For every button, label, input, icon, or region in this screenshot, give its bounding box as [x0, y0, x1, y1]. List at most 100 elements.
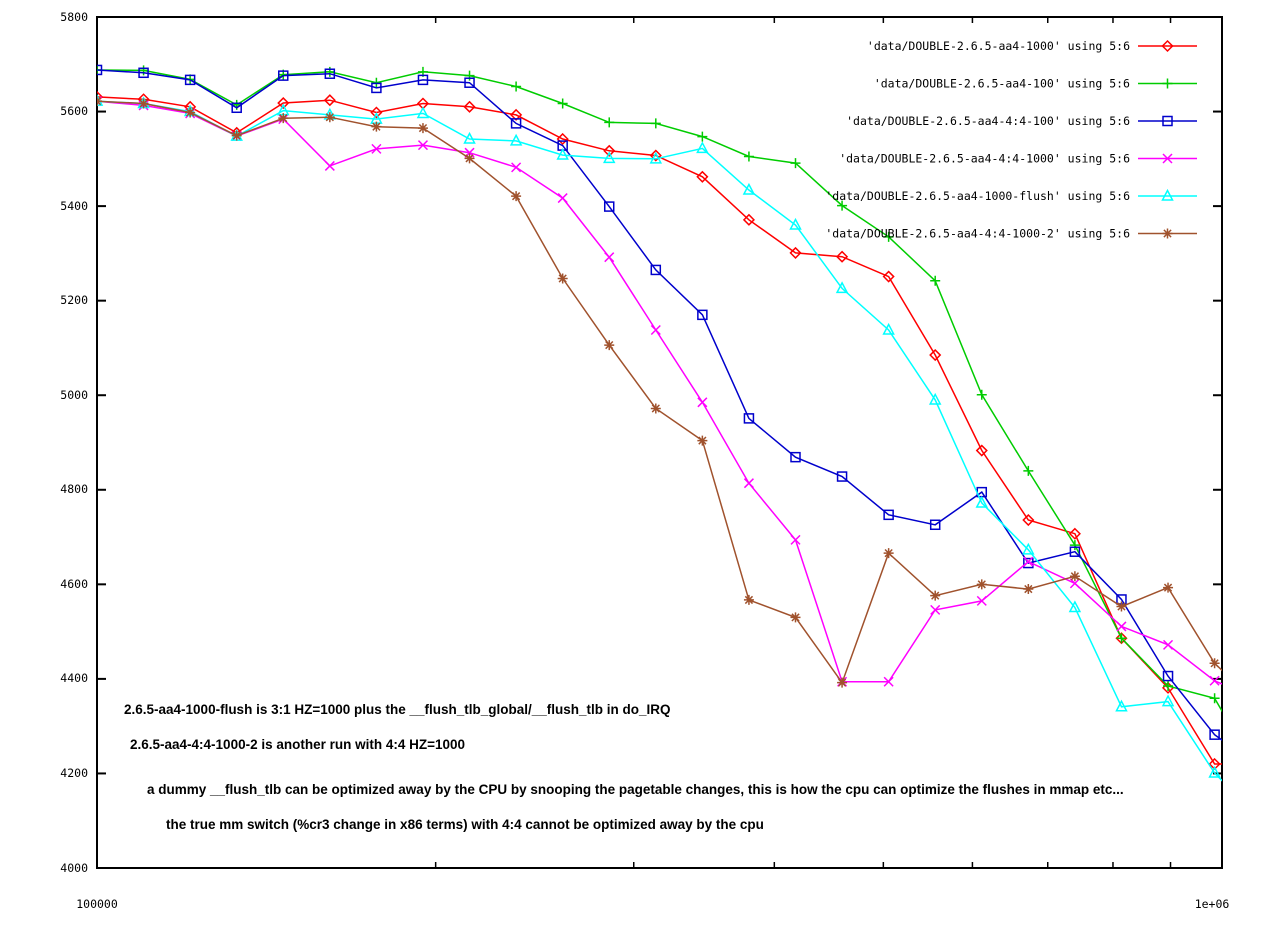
triangle-marker [1022, 542, 1035, 555]
x-marker [1257, 696, 1266, 705]
y-tick-label: 4000 [60, 860, 88, 875]
y-tick-label: 4600 [60, 576, 88, 591]
annotation-second-run: 2.6.5-aa4-4:4-1000-2 is another run with… [130, 737, 466, 752]
x-marker [1069, 578, 1080, 589]
star-marker [697, 435, 708, 446]
series-line [97, 69, 1222, 713]
x-marker [650, 324, 661, 336]
square-marker [790, 451, 801, 463]
star-marker [743, 594, 754, 605]
y-tick-label: 5200 [60, 293, 88, 308]
y-tick-label: 4200 [60, 765, 88, 780]
annotation-true-mm-switch: the true mm switch (%cr3 change in x86 t… [166, 817, 764, 832]
legend-label: 'data/DOUBLE-2.6.5-aa4-100' using 5:6 [874, 77, 1130, 91]
y-tick-label: 5600 [60, 104, 88, 119]
x-tick-label: 1e+06 [1194, 897, 1230, 911]
legend-label: 'data/DOUBLE-2.6.5-aa4-1000-flush' using… [825, 189, 1130, 203]
x-marker [743, 478, 754, 489]
plus-marker [604, 117, 615, 128]
series-line [97, 100, 1222, 685]
triangle-marker [1161, 694, 1175, 707]
square-marker [1162, 670, 1174, 682]
plus-marker [1069, 540, 1080, 551]
plus-marker [837, 200, 848, 211]
plus-marker [1116, 633, 1127, 644]
star-marker [511, 191, 522, 202]
diamond-marker [97, 90, 104, 103]
x-marker [930, 604, 941, 615]
star-marker [604, 340, 615, 351]
square-marker [278, 70, 289, 81]
x-marker [417, 140, 428, 151]
annotation-dummy-flush: a dummy __flush_tlb can be optimized awa… [147, 782, 1124, 797]
plus-marker [650, 118, 661, 129]
square-marker [138, 67, 149, 79]
x-marker [1163, 639, 1174, 650]
x-marker [557, 193, 568, 204]
plus-marker [557, 98, 568, 109]
plus-marker [743, 151, 754, 162]
triangle-marker [742, 182, 756, 195]
diamond-marker [836, 250, 849, 263]
plus-marker [511, 81, 522, 92]
diamond-marker [929, 348, 942, 362]
series-x [97, 96, 1266, 705]
diamond-marker [882, 270, 895, 283]
plus-marker [1163, 680, 1174, 691]
plus-marker [930, 275, 941, 286]
star-marker [1023, 584, 1034, 595]
x-marker [1162, 153, 1173, 164]
star-marker [231, 130, 242, 141]
plus-marker [790, 158, 801, 169]
plus-marker [464, 70, 475, 81]
plus-marker [138, 65, 149, 76]
square-marker [371, 82, 382, 94]
legend-label: 'data/DOUBLE-2.6.5-aa4-4:4-100' using 5:… [846, 114, 1130, 128]
x-marker [976, 595, 987, 606]
square-marker [231, 102, 242, 114]
triangle-marker [835, 281, 849, 294]
star-marker [930, 590, 941, 601]
plus-marker [1256, 773, 1266, 783]
diamond-marker [1256, 759, 1266, 769]
legend-label: 'data/DOUBLE-2.6.5-aa4-4:4-1000-2' using… [825, 227, 1130, 241]
square-marker [97, 64, 103, 76]
square-marker [184, 74, 196, 86]
triangle-marker [1161, 188, 1174, 201]
star-marker [1163, 582, 1174, 593]
triangle-marker [789, 217, 802, 230]
square-marker [603, 201, 615, 212]
triangle-marker [882, 322, 895, 335]
star-marker [185, 107, 196, 118]
x-marker [697, 397, 708, 408]
triangle-marker [1208, 765, 1221, 778]
triangle-marker [1115, 699, 1128, 712]
diamond-marker [463, 100, 476, 113]
annotation-flush-run: 2.6.5-aa4-1000-flush is 3:1 HZ=1000 plus… [124, 702, 671, 717]
star-marker [464, 153, 475, 164]
diamond-marker [742, 213, 755, 226]
x-marker [1116, 621, 1127, 632]
square-marker [1069, 546, 1081, 557]
plus-marker [697, 131, 708, 142]
plus-marker [1209, 693, 1220, 704]
triangle-marker [97, 94, 104, 106]
square-marker [1209, 729, 1220, 740]
square-marker [883, 509, 894, 521]
star-marker [278, 113, 289, 124]
star-marker [97, 96, 102, 107]
series-line [97, 100, 1222, 782]
diamond-marker [696, 170, 709, 183]
diamond-marker [603, 144, 616, 157]
star-marker [837, 677, 848, 688]
x-marker [883, 676, 894, 687]
square-marker [464, 77, 475, 88]
legend-label: 'data/DOUBLE-2.6.5-aa4-1000' using 5:6 [867, 39, 1130, 53]
triangle-marker [463, 131, 476, 144]
diamond-marker [1161, 39, 1174, 53]
star-marker [1116, 601, 1127, 612]
star-marker [883, 548, 894, 559]
diamond-marker [277, 96, 290, 110]
